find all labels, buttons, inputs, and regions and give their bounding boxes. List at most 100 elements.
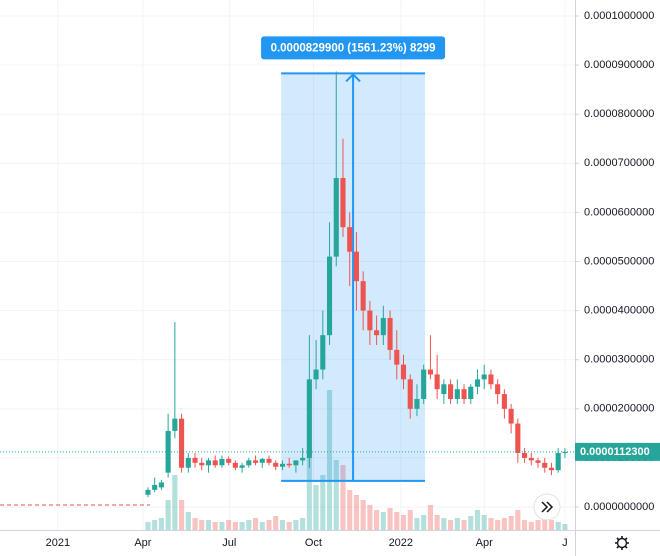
volume-bar	[474, 510, 481, 530]
measure-arrowhead	[345, 73, 361, 83]
volume-bar	[400, 515, 407, 530]
candle-body	[313, 369, 319, 380]
volume-bar	[340, 465, 346, 530]
candle-body	[347, 227, 353, 252]
candle-body	[448, 384, 454, 399]
volume-bar	[468, 516, 474, 530]
candle-body	[461, 389, 467, 399]
y-tick-label: 0.0000800000	[584, 108, 654, 120]
candle-body	[454, 389, 460, 399]
candle-body	[562, 451, 568, 454]
candle-body	[548, 467, 555, 471]
candle-body	[219, 458, 225, 466]
candle-body	[427, 369, 433, 375]
candle-body	[468, 386, 474, 399]
candle-body	[326, 256, 333, 336]
settings[interactable]	[615, 536, 629, 550]
volume-bar	[522, 520, 528, 530]
y-tick-label: 0.0000600000	[584, 206, 654, 218]
candle-body	[152, 484, 158, 490]
volume-bar	[232, 522, 238, 530]
candle-body	[501, 394, 507, 409]
volume-bar	[434, 515, 440, 530]
candle-body	[333, 178, 339, 257]
x-tick-label: 2021	[46, 537, 70, 549]
volume-bar	[360, 500, 366, 530]
candle-body	[474, 379, 481, 387]
candle-body	[172, 418, 178, 431]
volume-bar	[461, 520, 467, 530]
volume-bar	[266, 520, 272, 530]
volume-bar	[414, 518, 420, 530]
volume	[145, 390, 568, 530]
volume-bar	[535, 520, 541, 530]
volume-bar	[454, 518, 460, 530]
volume-bar	[326, 390, 333, 530]
volume-bar	[427, 505, 433, 530]
y-tick-label: 0.0000900000	[584, 59, 654, 71]
volume-bar	[165, 500, 171, 530]
candle-body	[306, 379, 312, 458]
grid	[0, 0, 575, 530]
candle-body	[246, 460, 252, 466]
candle-body	[441, 384, 447, 395]
volume-bar	[145, 522, 151, 530]
candle-body	[515, 423, 521, 454]
candle-body	[212, 460, 218, 466]
measure-label-box	[261, 36, 446, 60]
scroll-button[interactable]	[533, 493, 561, 521]
volume-bar	[152, 520, 158, 530]
x-tick-label: Jul	[222, 537, 236, 549]
candle-body	[286, 463, 292, 466]
y-tick-label: 0.0000000000	[584, 501, 654, 513]
x-tick-label: 2022	[389, 537, 413, 549]
y-tick-label: 0.0000300000	[584, 354, 654, 366]
volume-bar	[374, 510, 380, 530]
candle-body	[421, 369, 427, 399]
candle-body	[192, 457, 198, 463]
last-price-box	[575, 442, 660, 461]
y-tick-label: 0.0001000000	[584, 10, 654, 22]
x-tick-label: Apr	[476, 537, 493, 549]
candle-body	[528, 457, 534, 461]
gear-teeth[interactable]	[615, 536, 629, 550]
candle-body	[488, 374, 494, 385]
candle-body	[387, 317, 393, 350]
volume-bar	[300, 518, 306, 530]
candle-body	[259, 458, 265, 463]
volume-bar	[407, 510, 413, 530]
candle-body	[555, 453, 561, 471]
volume-bar	[219, 522, 225, 530]
scroll-icon[interactable]	[541, 501, 554, 513]
volume-bar	[548, 520, 555, 530]
candle-body	[179, 418, 185, 468]
volume-bar	[353, 495, 359, 530]
candle-body	[145, 489, 151, 495]
candle-body	[253, 460, 259, 463]
volume-bar	[333, 460, 339, 530]
volume-bar	[259, 522, 265, 530]
candle-body	[414, 398, 420, 409]
volume-bar	[205, 520, 212, 530]
candle-body	[367, 310, 373, 331]
x-tick-label: J	[562, 537, 568, 549]
volume-bar	[226, 520, 232, 530]
volume-bar	[347, 490, 353, 530]
volume-bar	[158, 518, 164, 530]
y-tick-label: 0.0000400000	[584, 305, 654, 317]
volume-bar	[212, 522, 218, 530]
candle-body	[481, 374, 487, 380]
candle-body	[279, 463, 286, 467]
volume-bar	[179, 500, 185, 530]
gear-ring[interactable]	[616, 537, 628, 549]
candle-body	[340, 178, 346, 228]
candle-body	[407, 379, 413, 409]
volume-bar	[286, 522, 292, 530]
volume-bar	[488, 518, 494, 530]
volume-bar	[192, 518, 198, 530]
candle-body	[226, 458, 232, 463]
candle-body	[293, 460, 299, 466]
candle-body	[232, 462, 238, 468]
volume-bar	[306, 450, 312, 530]
